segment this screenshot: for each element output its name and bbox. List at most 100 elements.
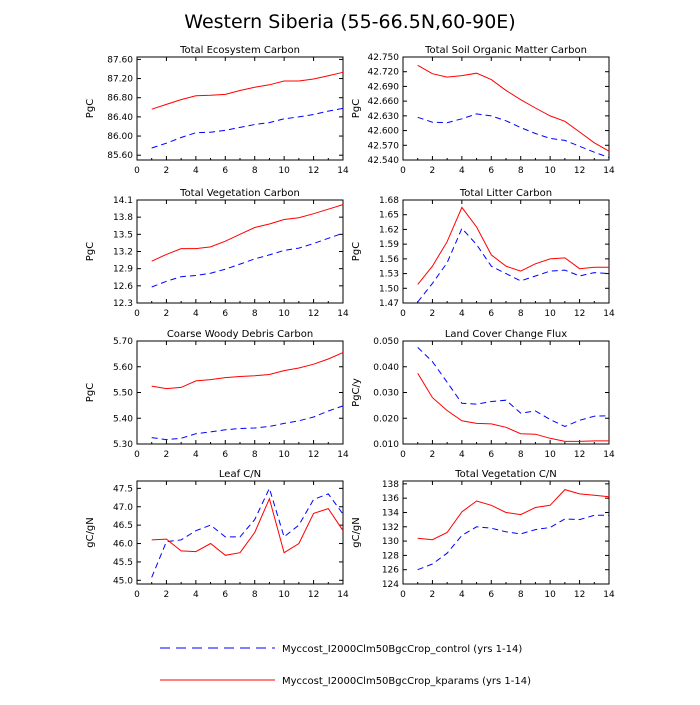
y-tick-label: 0.050 bbox=[373, 337, 399, 347]
y-tick-label: 1.47 bbox=[379, 299, 399, 309]
x-tick-label: 12 bbox=[308, 590, 319, 600]
x-tick-label: 4 bbox=[193, 309, 199, 319]
x-tick-label: 8 bbox=[518, 309, 524, 319]
y-tick-label: 13.2 bbox=[113, 248, 133, 258]
series-line-kparams bbox=[151, 497, 344, 556]
series-line-kparams bbox=[417, 489, 610, 541]
x-tick-label: 6 bbox=[222, 590, 228, 600]
x-tick-label: 2 bbox=[430, 166, 436, 176]
x-tick-label: 10 bbox=[278, 166, 290, 176]
series-line-control bbox=[417, 514, 609, 571]
series-line-kparams bbox=[417, 64, 610, 152]
x-tick-label: 2 bbox=[430, 450, 436, 460]
x-tick-label: 0 bbox=[400, 309, 406, 319]
x-tick-label: 0 bbox=[400, 166, 406, 176]
y-tick-label: 46.5 bbox=[113, 521, 133, 531]
y-tick-label: 86.40 bbox=[107, 113, 133, 123]
x-tick-label: 6 bbox=[488, 309, 494, 319]
y-tick-label: 1.65 bbox=[379, 211, 399, 221]
series-line-control bbox=[151, 405, 344, 441]
x-tick-label: 4 bbox=[193, 166, 199, 176]
y-tick-label: 42.540 bbox=[368, 156, 400, 166]
y-tick-label: 12.3 bbox=[113, 299, 133, 309]
panel-title: Total Soil Organic Matter Carbon bbox=[424, 45, 587, 56]
panel-title: Total Vegetation C/N bbox=[454, 469, 556, 480]
x-tick-label: 14 bbox=[337, 590, 349, 600]
x-tick-label: 12 bbox=[308, 450, 319, 460]
x-tick-label: 12 bbox=[574, 590, 585, 600]
x-tick-label: 4 bbox=[459, 590, 465, 600]
y-tick-label: 0.040 bbox=[373, 363, 399, 373]
panel-3: Total Litter Carbon PgC 0 2 4 6 8 10 12 14 1.47 1.5… bbox=[351, 188, 615, 319]
plot-frame bbox=[402, 56, 610, 161]
x-tick-label: 8 bbox=[252, 450, 258, 460]
y-tick-label: 42.630 bbox=[368, 112, 400, 122]
x-tick-label: 2 bbox=[164, 166, 170, 176]
panels: Total Ecosystem Carbon PgC 0 2 4 6 8 10 12 14 85.6… bbox=[85, 45, 615, 600]
panel-1: Total Soil Organic Matter Carbon PgC 0 2 4 6 8… bbox=[351, 45, 615, 176]
y-tick-label: 5.50 bbox=[113, 389, 133, 399]
x-tick-label: 14 bbox=[603, 590, 615, 600]
x-tick-label: 10 bbox=[544, 450, 556, 460]
series-line-kparams bbox=[417, 206, 609, 285]
y-tick-label: 86.00 bbox=[107, 132, 133, 142]
y-tick-label: 128 bbox=[382, 551, 399, 561]
x-tick-label: 2 bbox=[164, 450, 170, 460]
y-tick-label: 0.020 bbox=[373, 414, 399, 424]
y-tick-label: 12.9 bbox=[113, 265, 133, 275]
x-tick-label: 14 bbox=[337, 166, 349, 176]
y-tick-label: 5.30 bbox=[113, 440, 133, 450]
y-tick-label: 1.56 bbox=[379, 255, 399, 265]
y-tick-label: 1.53 bbox=[379, 270, 399, 280]
x-tick-label: 4 bbox=[193, 590, 199, 600]
y-tick-label: 86.80 bbox=[107, 94, 133, 104]
y-tick-label: 138 bbox=[382, 480, 399, 490]
main-title: Western Siberia (55-66.5N,60-90E) bbox=[184, 11, 515, 33]
x-tick-label: 8 bbox=[252, 166, 258, 176]
series-line-control bbox=[151, 232, 344, 288]
y-tick-label: 132 bbox=[382, 523, 399, 533]
y-tick-label: 134 bbox=[382, 508, 399, 518]
y-axis-label: gC/gN bbox=[351, 517, 362, 548]
y-tick-label: 14.1 bbox=[113, 196, 133, 206]
x-tick-label: 6 bbox=[488, 166, 494, 176]
x-tick-label: 10 bbox=[278, 450, 290, 460]
panel-title: Total Litter Carbon bbox=[459, 188, 552, 199]
plot-frame bbox=[402, 340, 610, 445]
panel-title: Total Ecosystem Carbon bbox=[179, 45, 300, 56]
y-tick-label: 45.5 bbox=[113, 558, 133, 568]
y-tick-label: 47.0 bbox=[113, 503, 133, 513]
panel-5: Land Cover Change Flux PgC/y 0 2 4 6 8 10 12 14 0.… bbox=[351, 329, 615, 460]
x-tick-label: 4 bbox=[459, 166, 465, 176]
y-axis-label: PgC bbox=[85, 242, 96, 261]
y-tick-label: 1.50 bbox=[379, 284, 399, 294]
x-tick-label: 8 bbox=[518, 166, 524, 176]
y-tick-label: 13.8 bbox=[113, 213, 133, 223]
y-tick-label: 87.20 bbox=[107, 75, 133, 85]
x-tick-label: 6 bbox=[488, 450, 494, 460]
x-tick-label: 8 bbox=[252, 309, 258, 319]
x-tick-label: 0 bbox=[400, 590, 406, 600]
plot-frame bbox=[402, 480, 610, 585]
x-tick-label: 4 bbox=[459, 309, 465, 319]
y-tick-label: 42.750 bbox=[368, 53, 400, 63]
plot-frame bbox=[136, 480, 344, 585]
y-tick-label: 5.70 bbox=[113, 337, 133, 347]
series-line-control bbox=[417, 113, 610, 158]
series-line-kparams bbox=[151, 71, 344, 110]
x-tick-label: 4 bbox=[459, 450, 465, 460]
y-tick-label: 136 bbox=[382, 494, 399, 504]
x-tick-label: 2 bbox=[164, 590, 170, 600]
x-tick-label: 10 bbox=[544, 590, 556, 600]
plot-frame bbox=[136, 56, 344, 161]
panel-0: Total Ecosystem Carbon PgC 0 2 4 6 8 10 12 14 85.6… bbox=[85, 45, 349, 176]
x-tick-label: 6 bbox=[222, 450, 228, 460]
y-tick-label: 85.60 bbox=[107, 151, 133, 161]
y-tick-label: 1.62 bbox=[379, 225, 399, 235]
x-tick-label: 12 bbox=[308, 166, 319, 176]
x-tick-label: 4 bbox=[193, 450, 199, 460]
x-tick-label: 6 bbox=[488, 590, 494, 600]
y-tick-label: 42.720 bbox=[368, 68, 400, 78]
y-tick-label: 45.0 bbox=[113, 576, 133, 586]
